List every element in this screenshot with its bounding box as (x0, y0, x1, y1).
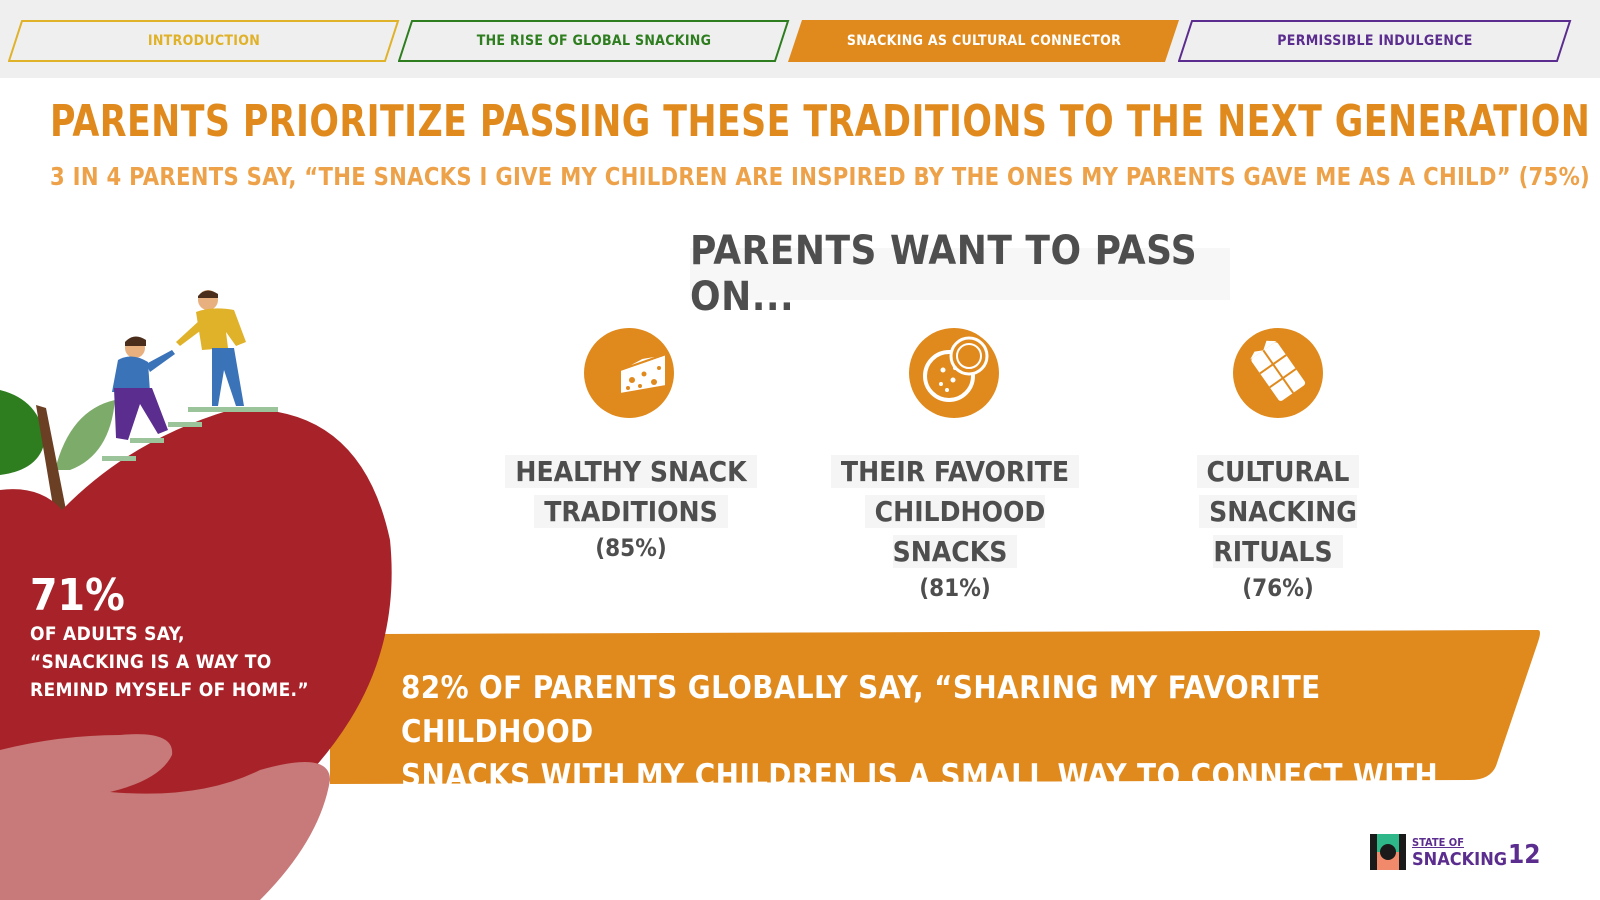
stat-percentage: (76%) (1242, 574, 1314, 602)
brand-wordmark-line1: STATE OF (1412, 836, 1464, 849)
tab-cultural-connector[interactable]: SNACKING AS CULTURAL CONNECTOR (788, 20, 1180, 62)
page-title: PARENTS PRIORITIZE PASSING THESE TRADITI… (50, 96, 1591, 147)
tab-introduction[interactable]: INTRODUCTION (8, 20, 400, 62)
tab-cultural-frame (788, 20, 1179, 62)
cookie-icon (909, 328, 999, 418)
adults-stat-line2: “SNACKING IS A WAY TO (30, 651, 272, 673)
stat-cultural-rituals: CULTURAL SNACKING RITUALS (76%) (1133, 452, 1423, 604)
tab-permissible-frame (1178, 20, 1572, 62)
quote-banner (330, 630, 1540, 784)
brand-logo-icon (1370, 834, 1406, 870)
adults-stat-line3: REMIND MYSELF OF HOME.” (30, 679, 309, 701)
chocolate-icon (1233, 328, 1323, 418)
section-nav: INTRODUCTION THE RISE OF GLOBAL SNACKING… (0, 0, 1600, 78)
stat-label-line1: CULTURAL (1196, 455, 1360, 488)
tab-permissible-label: PERMISSIBLE INDULGENCE (1277, 33, 1473, 49)
banner-quote-line2: SNACKS WITH MY CHILDREN IS A SMALL WAY T… (401, 758, 1439, 838)
banner-quote: 82% OF PARENTS GLOBALLY SAY, “SHARING MY… (401, 666, 1501, 842)
adults-stat-line1: OF ADULTS SAY, (30, 623, 185, 645)
adults-stat: 71% OF ADULTS SAY, “SNACKING IS A WAY TO… (30, 572, 309, 704)
tab-introduction-label: INTRODUCTION (147, 33, 261, 49)
banner-quote-line1: 82% OF PARENTS GLOBALLY SAY, “SHARING MY… (401, 670, 1321, 750)
stat-percentage: (81%) (919, 574, 991, 602)
tab-rise-frame (398, 20, 790, 62)
stat-label-line1: HEALTHY SNACK (505, 455, 757, 488)
brand-wordmark: STATE OF SNACKING (1412, 836, 1507, 870)
page-subtitle: 3 IN 4 PARENTS SAY, “THE SNACKS I GIVE M… (50, 162, 1591, 191)
tab-introduction-frame (8, 20, 400, 62)
stat-healthy-traditions: HEALTHY SNACK TRADITIONS (85%) (486, 452, 776, 564)
cheese-icon (584, 328, 674, 418)
tab-rise-of-global-snacking[interactable]: THE RISE OF GLOBAL SNACKING (398, 20, 790, 62)
tab-cultural-label: SNACKING AS CULTURAL CONNECTOR (846, 33, 1122, 49)
adults-stat-value: 71% (30, 570, 125, 621)
stat-percentage: (85%) (595, 534, 667, 562)
stat-label-line2: TRADITIONS (534, 495, 728, 528)
tab-permissible-indulgence[interactable]: PERMISSIBLE INDULGENCE (1178, 20, 1572, 62)
page-number: 12 (1508, 840, 1541, 870)
tab-rise-label: THE RISE OF GLOBAL SNACKING (476, 33, 712, 49)
stat-label-line2: CHILDHOOD SNACKS (864, 495, 1046, 568)
brand-wordmark-line2: SNACKING (1412, 849, 1508, 870)
stat-favorite-childhood-snacks: THEIR FAVORITE CHILDHOOD SNACKS (81%) (810, 452, 1100, 604)
stat-label-line1: THEIR FAVORITE (830, 455, 1080, 488)
pass-on-heading: PARENTS WANT TO PASS ON... (690, 228, 1230, 320)
apple-illustration (0, 290, 392, 900)
stat-label-line2: SNACKING RITUALS (1199, 495, 1357, 568)
